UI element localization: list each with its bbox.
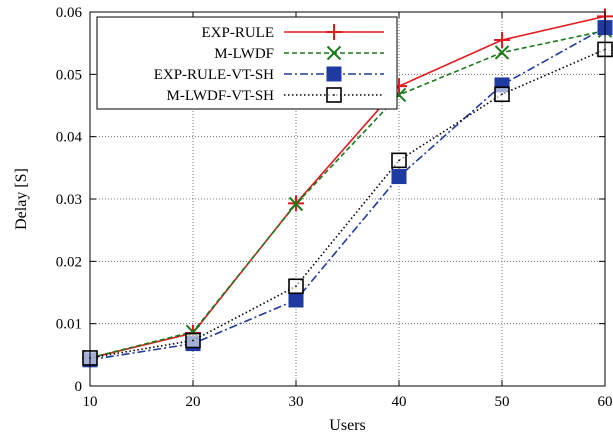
x-tick-label: 30 — [289, 394, 304, 410]
x-tick-label: 20 — [186, 394, 201, 410]
data-point-center — [192, 339, 194, 342]
series-line — [89, 26, 606, 361]
data-point — [391, 169, 407, 185]
legend-marker-center — [333, 94, 335, 96]
x-tick-label: 40 — [392, 394, 407, 410]
series-line — [89, 29, 606, 359]
x-tick-label: 10 — [83, 394, 98, 410]
data-point-center — [295, 285, 297, 288]
y-tick-label: 0.04 — [56, 130, 83, 146]
x-tick-label: 50 — [495, 394, 510, 410]
series-line — [89, 48, 606, 359]
data-point-center — [398, 159, 400, 162]
y-tick-label: 0.02 — [56, 254, 82, 270]
data-point — [288, 196, 304, 212]
legend-label: EXP-RULE — [202, 25, 275, 41]
x-axis-title: Users — [329, 417, 365, 434]
x-tick-label: 60 — [598, 394, 613, 410]
y-tick-label: 0.05 — [56, 67, 82, 83]
y-tick-label: 0.06 — [56, 5, 83, 21]
legend-marker — [326, 45, 342, 61]
legend-label: EXP-RULE-VT-SH — [154, 67, 274, 83]
legend-label: M-LWDF-VT-SH — [167, 88, 275, 104]
axis-ticks: 0 0.01 0.02 0.03 0.04 0.05 0.06 10 20 30 40 50 60 — [56, 5, 613, 410]
legend-label: M-LWDF — [214, 46, 274, 62]
series-line — [89, 15, 606, 359]
y-tick-label: 0.01 — [56, 317, 82, 333]
y-tick-label: 0.03 — [56, 192, 82, 208]
data-point — [494, 45, 510, 60]
data-point — [494, 32, 510, 49]
legend-marker — [326, 24, 342, 40]
data-point-center — [501, 93, 503, 96]
legend-marker — [326, 66, 342, 82]
y-axis-title: Delay [S] — [13, 168, 30, 230]
y-tick-label: 0 — [75, 379, 83, 395]
legend: EXP-RULE M-LWDF EXP-RULE-VT-SH M-LWDF-VT-SH — [96, 16, 398, 110]
data-point — [288, 292, 304, 308]
